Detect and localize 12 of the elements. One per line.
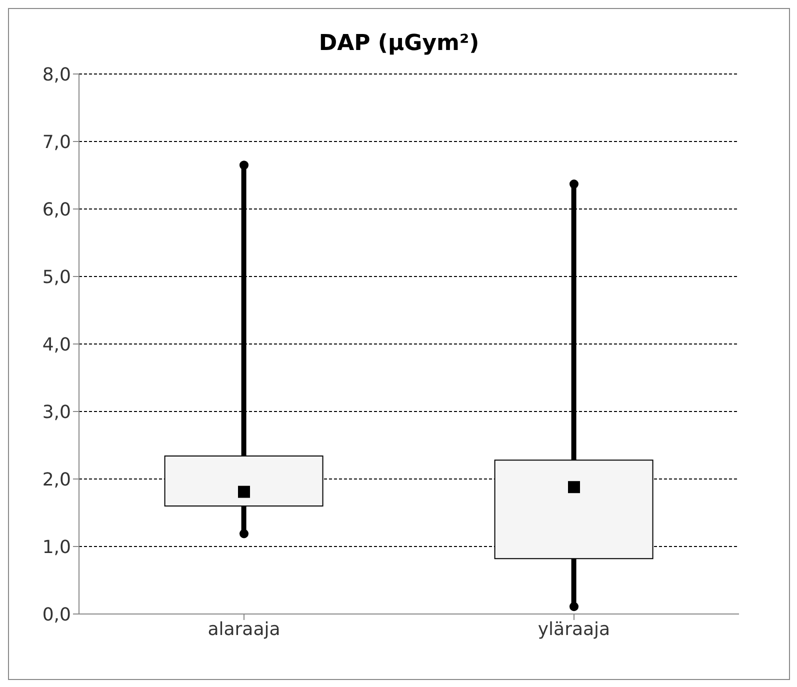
- y-tick-label: 5,0: [42, 266, 71, 288]
- y-tick-label: 1,0: [42, 536, 71, 558]
- y-tick-label: 7,0: [42, 132, 71, 153]
- y-tick-label: 2,0: [42, 469, 71, 490]
- y-tick-label: 0,0: [42, 604, 71, 626]
- y-tick-label: 6,0: [42, 199, 71, 220]
- x-tick-label: alaraaja: [208, 618, 280, 640]
- chart-title: DAP (µGym²): [318, 31, 480, 56]
- y-tick-label: 8,0: [42, 64, 71, 86]
- x-tick-label: yläraaja: [538, 618, 610, 640]
- y-tick-label: 3,0: [42, 402, 71, 423]
- y-tick-label: 4,0: [42, 334, 71, 356]
